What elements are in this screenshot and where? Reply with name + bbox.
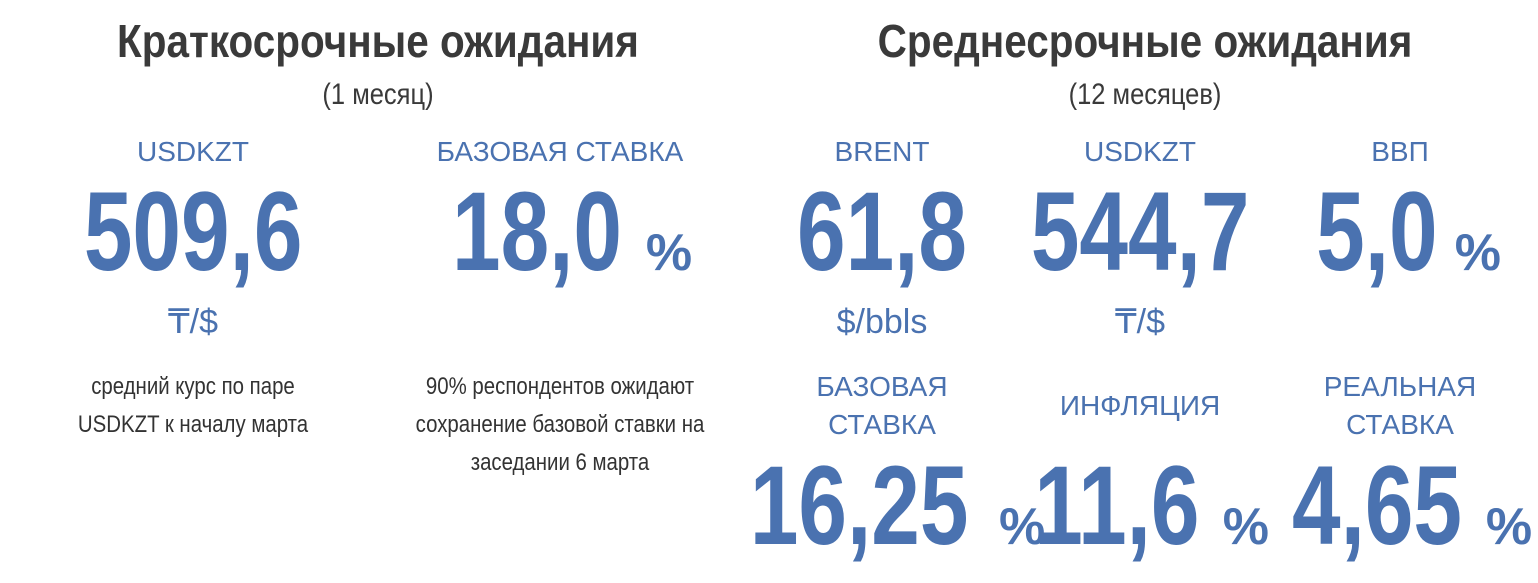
metric-value: 5,0% bbox=[1220, 176, 1538, 288]
metric-number: 509,6 bbox=[83, 169, 303, 294]
metric-label: USDKZT bbox=[980, 133, 1300, 171]
metric-value: 544,7 bbox=[960, 176, 1320, 288]
metric-unit: ₸/$ bbox=[1115, 303, 1165, 341]
metric-note: средний курс по паре bbox=[91, 373, 295, 400]
metric-suffix: % bbox=[1454, 224, 1501, 282]
metric-label-text: ИНФЛЯЦИЯ bbox=[1059, 390, 1221, 421]
metric-label-text: ВВП bbox=[1371, 136, 1429, 167]
metric-label-text: БАЗОВАЯ СТАВКА bbox=[436, 136, 684, 167]
metric-number: 11,6 bbox=[1034, 443, 1200, 568]
section-title: Среднесрочные ожидания bbox=[877, 15, 1413, 67]
metric-suffix: % bbox=[645, 224, 693, 282]
section-subtitle: (1 месяц) bbox=[322, 78, 434, 111]
metric-unit: ₸/$ bbox=[168, 303, 218, 341]
metric-value: 16,25% bbox=[702, 450, 1062, 562]
metric-suffix: % bbox=[1222, 498, 1270, 556]
metric-label-text: БАЗОВАЯ СТАВКА bbox=[816, 371, 948, 440]
metric-value: 61,8 bbox=[702, 176, 1062, 288]
metric-number: 544,7 bbox=[1030, 169, 1250, 294]
metric-value: 11,6% bbox=[960, 450, 1320, 562]
metric-unit: $/bbls bbox=[836, 303, 928, 341]
metric-suffix: % bbox=[1485, 498, 1533, 556]
metric-value: 509,6 bbox=[13, 176, 373, 288]
metric-label-text: USDKZT bbox=[137, 136, 249, 167]
metric-label: ВВП bbox=[1240, 133, 1538, 171]
section-subtitle: (12 месяцев) bbox=[1068, 78, 1222, 111]
metric-label-text: РЕАЛЬНАЯ СТАВКА bbox=[1323, 371, 1477, 440]
metric-number: 18,0 bbox=[451, 169, 622, 294]
metric-label: USDKZT bbox=[33, 133, 353, 171]
metric-label-text: USDKZT bbox=[1084, 136, 1196, 167]
metric-label: ИНФЛЯЦИЯ bbox=[1030, 368, 1250, 444]
metric-label: BRENT bbox=[722, 133, 1042, 171]
metric-note: 90% респондентов ожидают bbox=[425, 373, 695, 400]
metric-suffix: % bbox=[999, 498, 1046, 556]
metric-number: 5,0 bbox=[1316, 169, 1438, 294]
metric-value: 18,0% bbox=[380, 176, 740, 288]
metric-label: БАЗОВАЯ СТАВКА bbox=[772, 368, 992, 444]
metric-label-text: BRENT bbox=[834, 136, 930, 167]
metric-note: сохранение базовой ставки на bbox=[415, 411, 705, 438]
metric-value: 4,65% bbox=[1220, 450, 1538, 562]
section-title: Краткосрочные ожидания bbox=[117, 15, 639, 67]
metric-number: 16,25 bbox=[749, 443, 969, 568]
metric-note: заседании 6 марта bbox=[470, 449, 650, 476]
metric-number: 4,65 bbox=[1291, 443, 1462, 568]
metric-label: РЕАЛЬНАЯ СТАВКА bbox=[1290, 368, 1510, 444]
metric-number: 61,8 bbox=[796, 169, 968, 294]
metric-note: USDKZT к началу марта bbox=[77, 411, 309, 438]
metric-label: БАЗОВАЯ СТАВКА bbox=[400, 133, 720, 171]
